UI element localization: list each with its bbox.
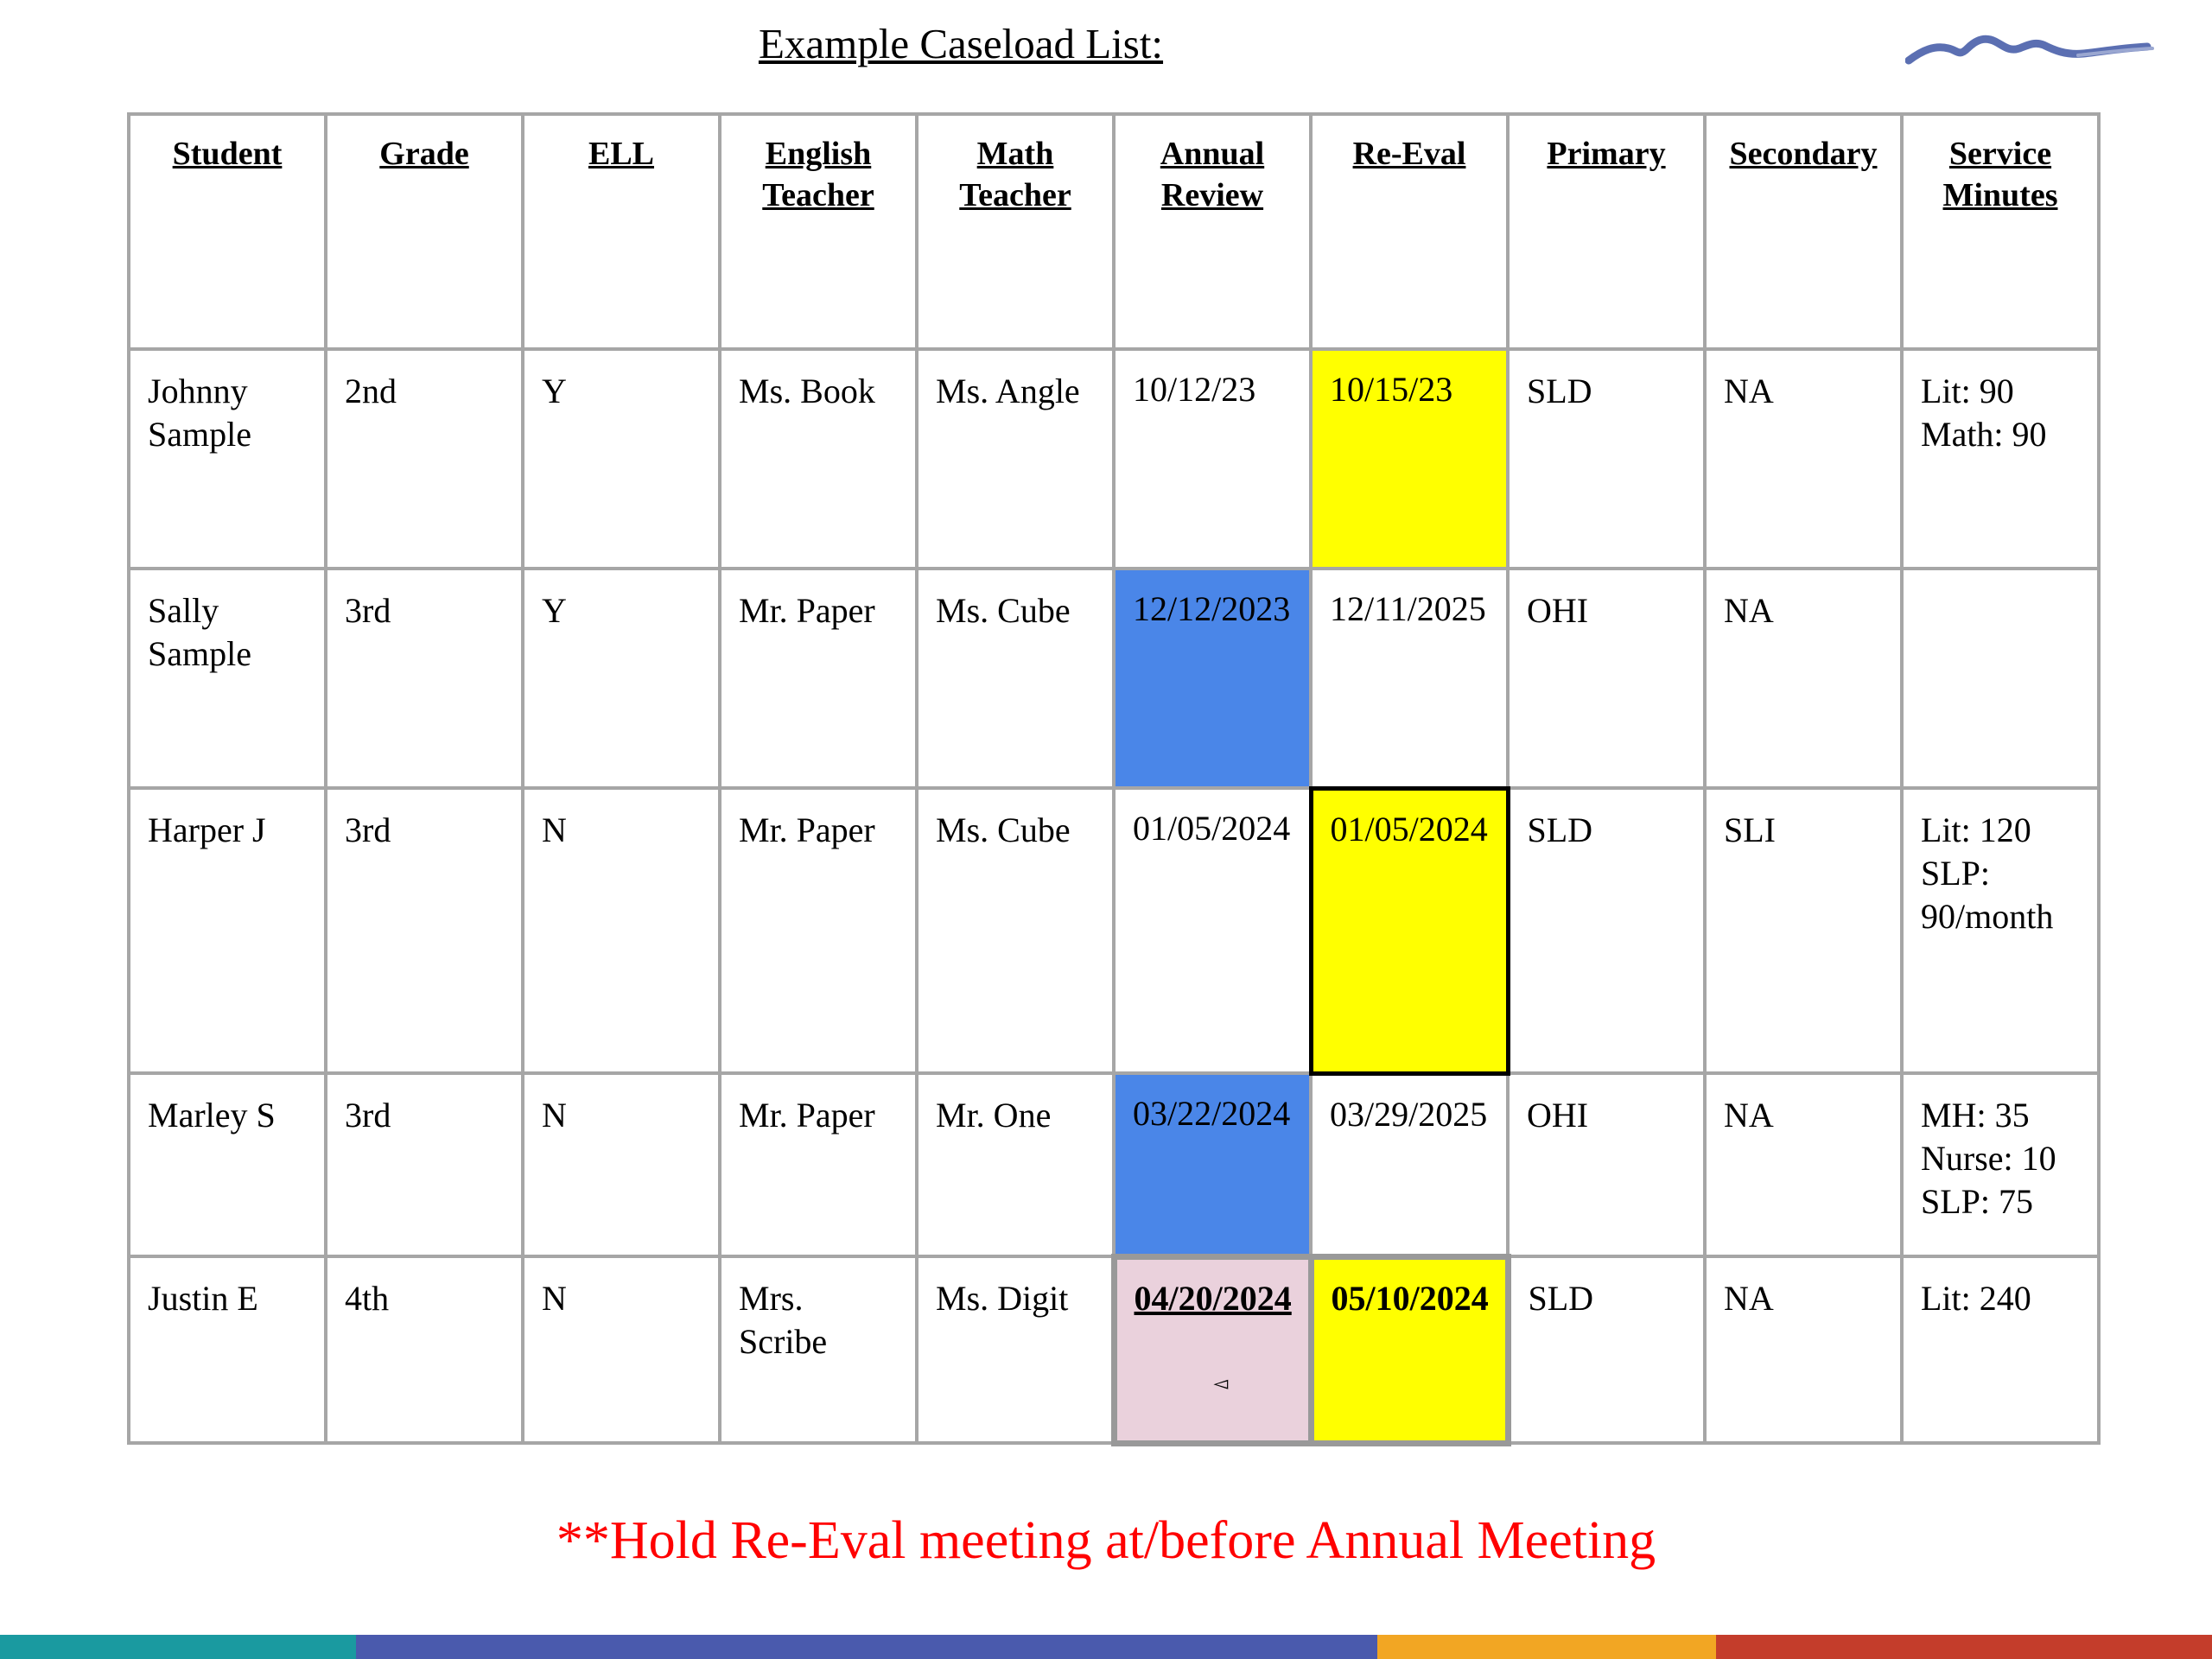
cell-re-eval: 03/29/2025 (1309, 1071, 1510, 1258)
cell-service-minutes (1900, 567, 2101, 790)
cell-english-teacher: Ms. Book (718, 347, 918, 570)
cell-service-minutes: MH: 35 Nurse: 10 SLP: 75 (1900, 1071, 2101, 1258)
cell-student: Marley S (127, 1071, 327, 1258)
header-ell: ELL (521, 112, 721, 351)
cell-grade: 4th (324, 1255, 524, 1445)
cell-secondary: NA (1703, 567, 1904, 790)
cell-ell: Y (521, 347, 721, 570)
header-service-minutes: Service Minutes (1900, 112, 2101, 351)
cell-re-eval: 01/05/2024 (1308, 785, 1510, 1076)
cell-math-teacher: Ms. Cube (915, 567, 1116, 790)
cell-annual-review: 10/12/23 (1112, 347, 1313, 570)
cell-math-teacher: Mr. One (915, 1071, 1116, 1258)
cell-service-minutes: Lit: 90 Math: 90 (1900, 347, 2101, 570)
cell-english-teacher: Mr. Paper (718, 567, 918, 790)
header-english-teacher: English Teacher (718, 112, 918, 351)
table-row: Sally Sample 3rd Y Mr. Paper Ms. Cube 12… (127, 567, 2101, 790)
cell-student: Justin E (127, 1255, 327, 1445)
cell-annual-review: 04/20/2024 ◅ (1110, 1253, 1314, 1446)
header-student: Student (127, 112, 327, 351)
cell-math-teacher: Ms. Angle (915, 347, 1116, 570)
cell-english-teacher: Mrs. Scribe (718, 1255, 918, 1445)
bar-segment-blue (356, 1635, 1377, 1659)
cell-primary: SLD (1506, 1255, 1707, 1445)
cell-student: Sally Sample (127, 567, 327, 790)
cell-student: Johnny Sample (127, 347, 327, 570)
cell-annual-review: 03/22/2024 (1112, 1071, 1313, 1258)
footnote: **Hold Re-Eval meeting at/before Annual … (556, 1511, 1656, 1570)
small-arrow-icon: ◅ (1213, 1371, 1229, 1394)
cell-primary: OHI (1506, 1071, 1707, 1258)
service-line: Lit: 90 (1921, 372, 2014, 410)
header-secondary: Secondary (1703, 112, 1904, 351)
annual-review-date: 04/20/2024 (1134, 1278, 1292, 1318)
header-grade: Grade (324, 112, 524, 351)
footer-color-bar (0, 1635, 2212, 1659)
cell-secondary: SLI (1703, 786, 1904, 1075)
header-primary: Primary (1506, 112, 1707, 351)
cell-grade: 3rd (324, 786, 524, 1075)
cell-re-eval: 10/15/23 (1309, 347, 1510, 570)
table-row: Justin E 4th N Mrs. Scribe Ms. Digit 04/… (127, 1253, 2101, 1446)
cell-english-teacher: Mr. Paper (718, 1071, 918, 1258)
cell-re-eval: 12/11/2025 (1309, 567, 1510, 790)
cell-secondary: NA (1703, 1255, 1904, 1445)
cell-primary: SLD (1506, 786, 1707, 1075)
service-line: 90/month (1921, 897, 2054, 936)
cell-primary: SLD (1506, 347, 1707, 570)
bar-segment-teal (0, 1635, 356, 1659)
table-row: Marley S 3rd N Mr. Paper Mr. One 03/22/2… (127, 1071, 2101, 1258)
service-line: Nurse: 10 (1921, 1139, 2056, 1178)
re-eval-date: 05/10/2024 (1331, 1278, 1489, 1318)
cell-service-minutes: Lit: 240 (1900, 1255, 2101, 1445)
cell-grade: 2nd (324, 347, 524, 570)
cell-annual-review: 01/05/2024 (1112, 786, 1313, 1075)
table-row: Johnny Sample 2nd Y Ms. Book Ms. Angle 1… (127, 347, 2101, 570)
cell-math-teacher: Ms. Cube (915, 786, 1116, 1075)
header-row: Student Grade ELL English Teacher Math T… (127, 112, 2101, 351)
cell-student: Harper J (127, 786, 327, 1075)
cell-grade: 3rd (324, 567, 524, 790)
cell-primary: OHI (1506, 567, 1707, 790)
cell-math-teacher: Ms. Digit (915, 1255, 1116, 1445)
header-math-teacher: Math Teacher (915, 112, 1116, 351)
header-re-eval: Re-Eval (1309, 112, 1510, 351)
cell-secondary: NA (1703, 347, 1904, 570)
cell-ell: Y (521, 567, 721, 790)
mountain-logo-icon (1905, 35, 2154, 65)
caseload-table: Student Grade ELL English Teacher Math T… (127, 112, 2101, 1446)
service-line: Lit: 240 (1921, 1279, 2031, 1318)
cell-ell: N (521, 1071, 721, 1258)
service-line: SLP: 75 (1921, 1182, 2034, 1221)
cell-annual-review: 12/12/2023 (1112, 567, 1313, 790)
service-line: Lit: 120 (1921, 810, 2031, 849)
bar-segment-orange (1377, 1635, 1716, 1659)
cell-service-minutes: Lit: 120 SLP: 90/month (1900, 786, 2101, 1075)
cell-re-eval: 05/10/2024 (1307, 1253, 1511, 1446)
table-row: Harper J 3rd N Mr. Paper Ms. Cube 01/05/… (127, 785, 2101, 1076)
service-line: MH: 35 (1921, 1096, 2030, 1135)
cell-grade: 3rd (324, 1071, 524, 1258)
cell-ell: N (521, 786, 721, 1075)
cell-english-teacher: Mr. Paper (718, 786, 918, 1075)
page-title: Example Caseload List: (758, 20, 1164, 67)
service-line: SLP: (1921, 854, 1991, 893)
header-annual-review: Annual Review (1112, 112, 1313, 351)
cell-secondary: NA (1703, 1071, 1904, 1258)
service-line: Math: 90 (1921, 415, 2047, 454)
bar-segment-red (1716, 1635, 2212, 1659)
cell-ell: N (521, 1255, 721, 1445)
